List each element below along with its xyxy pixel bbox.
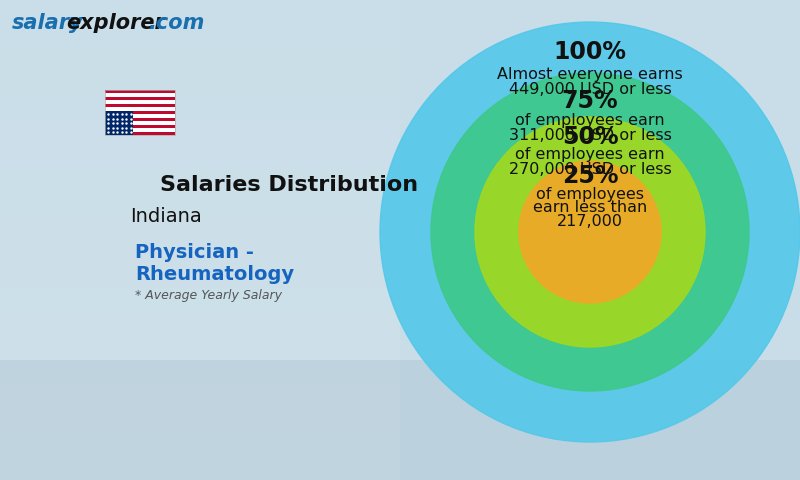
Text: salary: salary (12, 13, 84, 33)
Bar (133, 125, 175, 128)
Text: of employees: of employees (536, 187, 644, 202)
Bar (105, 94, 175, 97)
Bar (105, 108, 175, 111)
Bar (0, 264, 400, 288)
Circle shape (431, 73, 749, 391)
Text: Rheumatology: Rheumatology (135, 264, 294, 284)
Bar (0, 336, 400, 360)
Circle shape (380, 22, 800, 442)
Bar (0, 360, 400, 384)
Text: 25%: 25% (562, 164, 618, 188)
Text: 217,000: 217,000 (557, 215, 623, 229)
Bar (0, 192, 400, 216)
Bar (133, 111, 175, 114)
Bar (0, 24, 400, 48)
Bar (105, 110, 133, 135)
Bar (105, 104, 175, 108)
Text: of employees earn: of employees earn (515, 113, 665, 129)
Bar (0, 216, 400, 240)
Bar (0, 72, 400, 96)
Text: Indiana: Indiana (130, 207, 202, 227)
Text: Salaries Distribution: Salaries Distribution (160, 175, 418, 195)
Text: Almost everyone earns: Almost everyone earns (497, 67, 683, 82)
Bar (0, 120, 400, 144)
Circle shape (519, 161, 661, 303)
Text: .com: .com (148, 13, 204, 33)
Text: 100%: 100% (554, 40, 626, 64)
Bar (133, 132, 175, 135)
Bar (0, 360, 800, 480)
Bar (0, 240, 400, 264)
Bar (0, 408, 400, 432)
Bar (105, 90, 175, 94)
Text: of employees earn: of employees earn (515, 147, 665, 163)
Text: explorer: explorer (66, 13, 165, 33)
Bar (105, 100, 175, 104)
Bar (0, 168, 400, 192)
Bar (0, 456, 400, 480)
Bar (105, 90, 175, 135)
Bar (0, 288, 400, 312)
Text: 270,000 USD or less: 270,000 USD or less (509, 163, 671, 178)
Bar (105, 97, 175, 100)
Text: 50%: 50% (562, 125, 618, 149)
Text: 449,000 USD or less: 449,000 USD or less (509, 83, 671, 97)
Text: 75%: 75% (562, 89, 618, 113)
Bar (133, 128, 175, 132)
Bar (0, 48, 400, 72)
Text: Physician -: Physician - (135, 242, 254, 262)
Text: earn less than: earn less than (533, 201, 647, 216)
Bar (133, 114, 175, 118)
Text: * Average Yearly Salary: * Average Yearly Salary (135, 288, 282, 301)
Bar (0, 384, 400, 408)
Bar (0, 312, 400, 336)
Bar (0, 0, 400, 24)
Text: 311,000 USD or less: 311,000 USD or less (509, 129, 671, 144)
Bar (0, 96, 400, 120)
Bar (133, 118, 175, 121)
Bar (0, 144, 400, 168)
Bar (133, 121, 175, 125)
Bar (0, 432, 400, 456)
Circle shape (475, 117, 705, 347)
